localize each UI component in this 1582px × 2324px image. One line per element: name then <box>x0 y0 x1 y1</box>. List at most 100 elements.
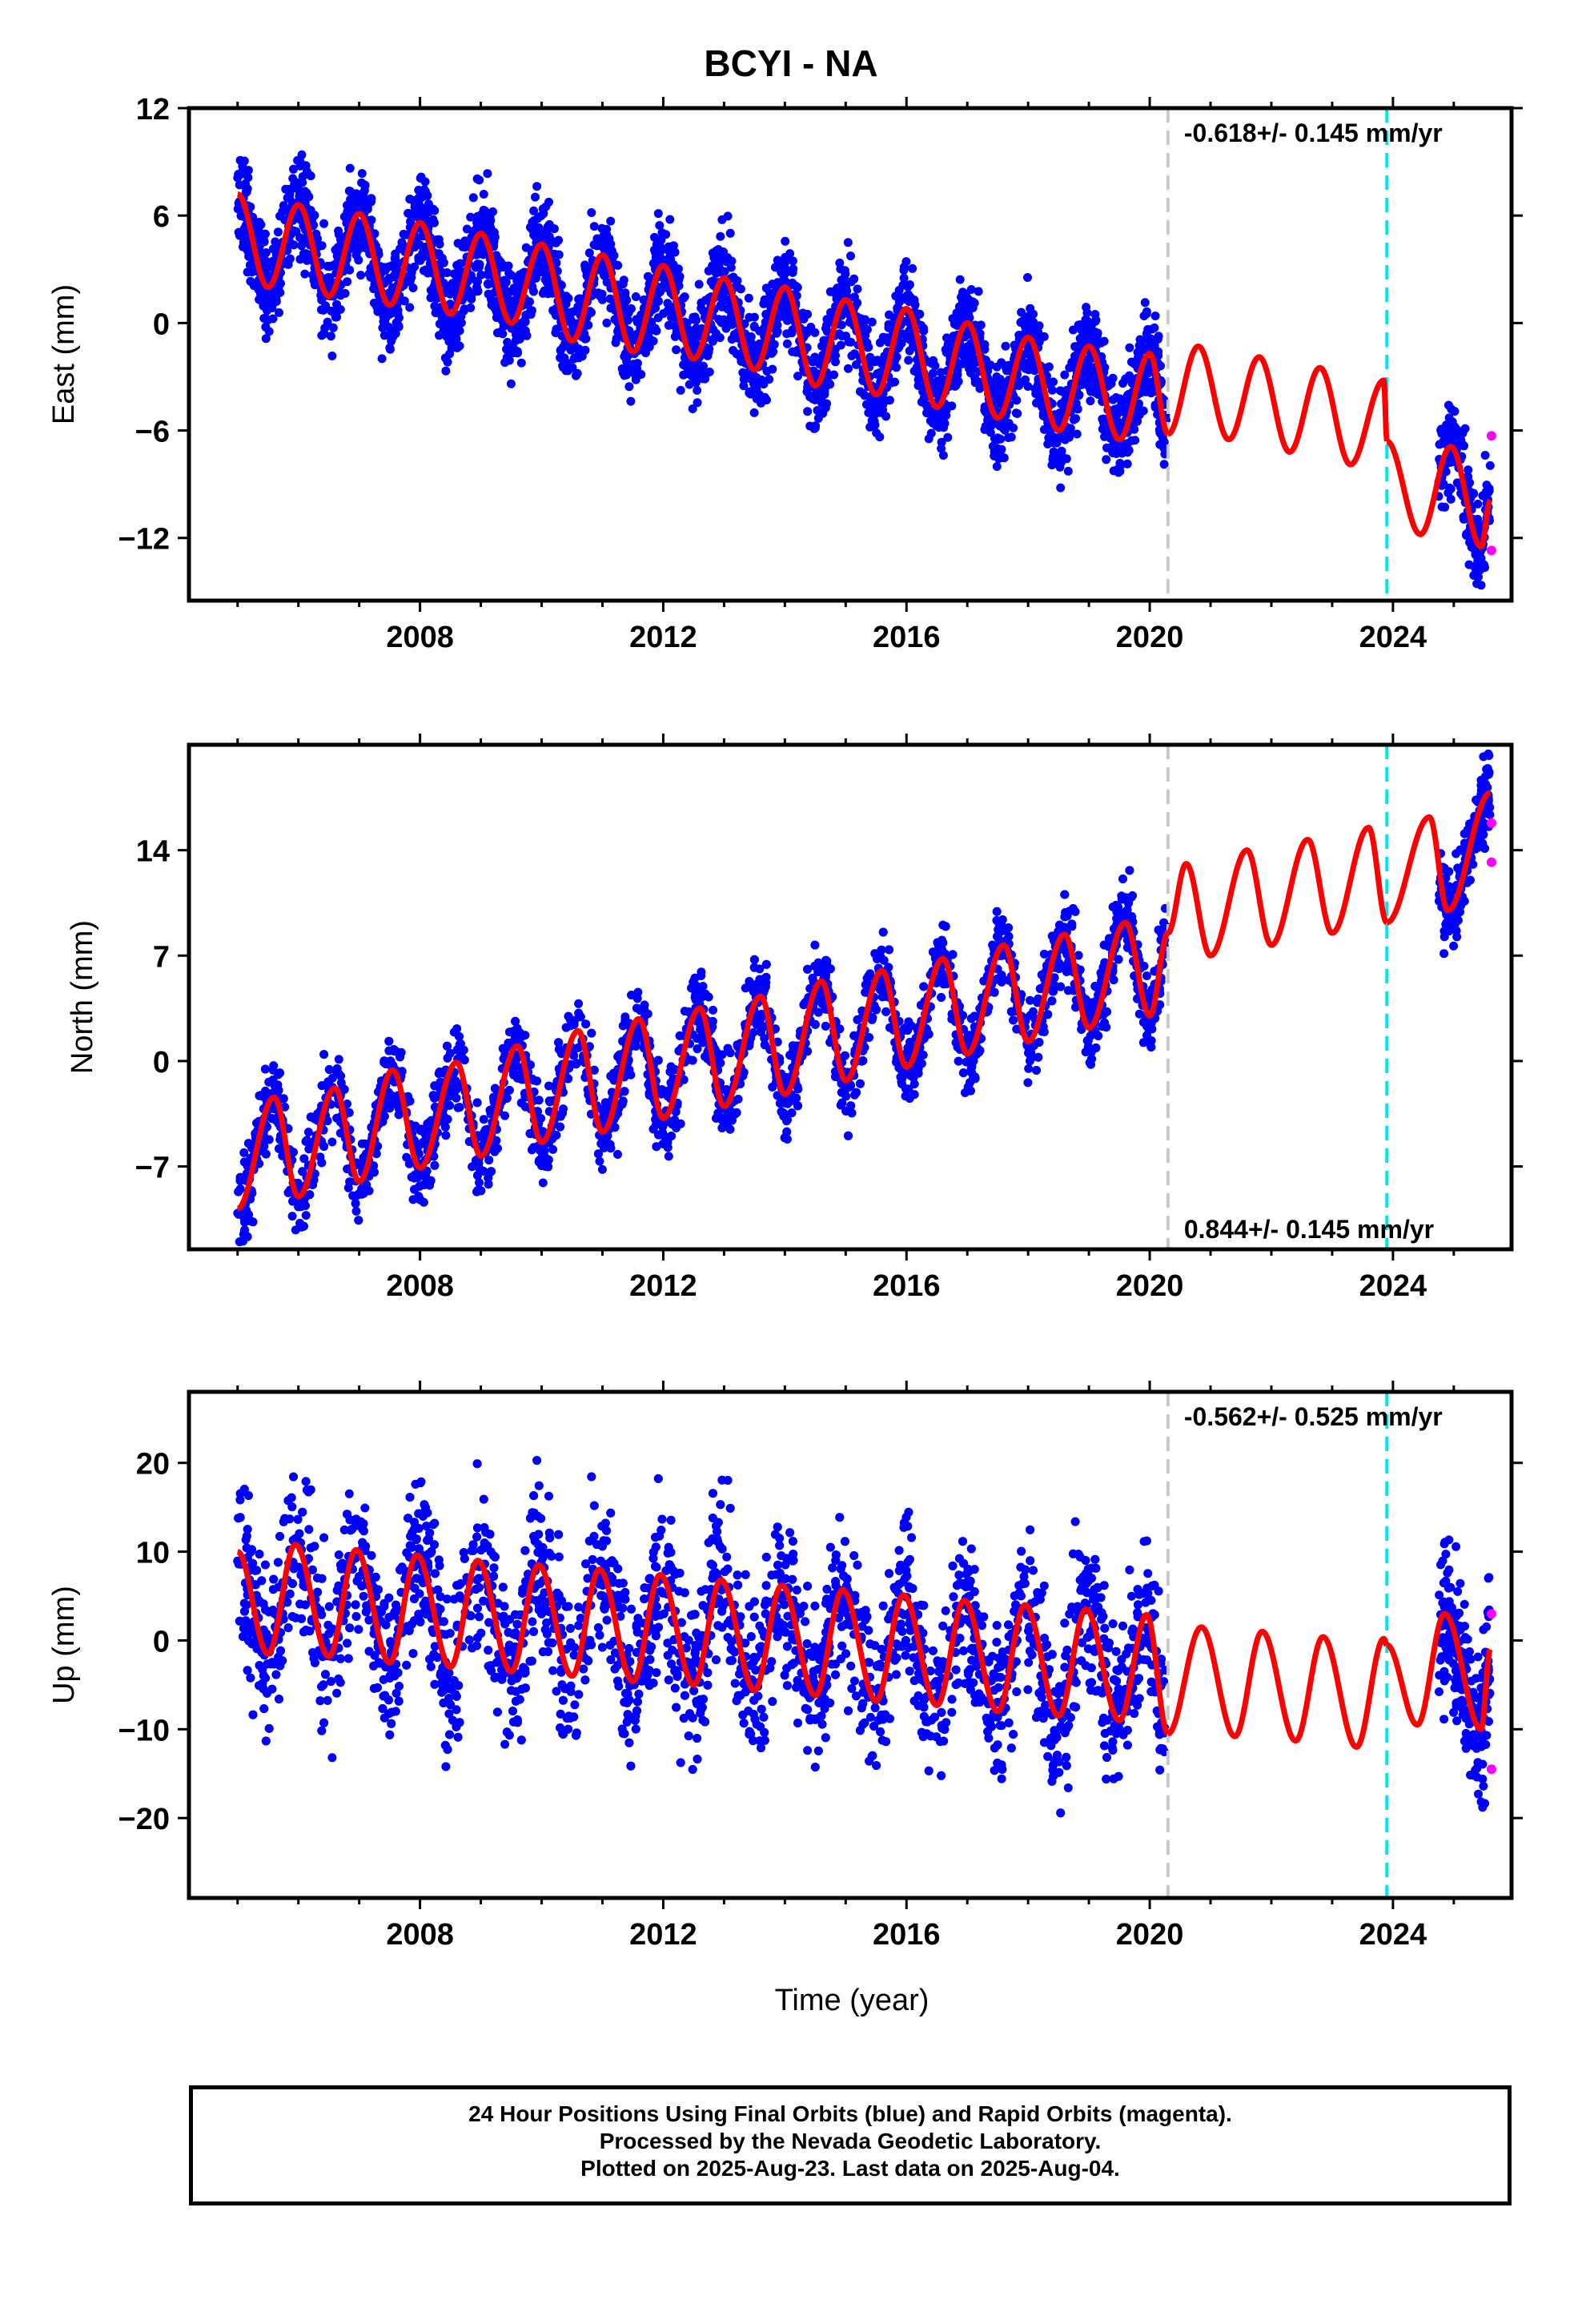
final-point <box>449 269 459 279</box>
final-point <box>867 317 877 327</box>
final-point <box>1472 579 1482 589</box>
final-point <box>1062 454 1071 464</box>
final-point <box>632 317 642 327</box>
final-point <box>787 328 797 338</box>
final-point <box>529 206 539 215</box>
final-point <box>455 341 464 351</box>
x-tick-label: 2024 <box>1359 1269 1427 1303</box>
final-point <box>626 396 636 406</box>
final-point <box>328 323 338 332</box>
final-point <box>446 332 456 341</box>
final-point <box>810 352 820 362</box>
final-point <box>391 253 400 263</box>
final-point <box>624 382 634 392</box>
final-point <box>697 298 706 308</box>
final-point <box>425 205 435 215</box>
final-point <box>364 269 374 279</box>
final-point <box>663 299 673 308</box>
final-point <box>688 404 697 413</box>
final-point <box>1108 373 1118 383</box>
x-tick-label: 2024 <box>1359 621 1427 654</box>
final-point <box>246 276 255 286</box>
final-point <box>653 313 663 323</box>
final-point <box>323 317 332 327</box>
final-point <box>1060 370 1070 380</box>
final-point <box>1023 382 1033 391</box>
final-point <box>1016 318 1026 328</box>
final-point <box>1441 467 1451 476</box>
final-point <box>648 259 658 268</box>
final-point <box>565 308 575 317</box>
final-point <box>1026 349 1035 359</box>
final-point <box>840 266 849 275</box>
final-point <box>416 172 426 182</box>
final-point <box>645 326 655 336</box>
x-tick-label: 2020 <box>1116 1269 1184 1303</box>
final-point <box>581 265 591 275</box>
final-point <box>1050 432 1059 442</box>
final-point <box>1006 432 1016 442</box>
final-point <box>413 233 423 243</box>
final-point <box>846 251 855 261</box>
y-axis-label: East (mm) <box>47 284 81 424</box>
final-point <box>468 193 478 203</box>
final-point <box>552 324 561 334</box>
model-curve-segment <box>235 191 1170 443</box>
final-point <box>408 213 417 223</box>
final-point <box>1056 483 1066 493</box>
final-point <box>1464 465 1473 475</box>
final-point <box>263 288 272 298</box>
final-point <box>345 265 355 275</box>
final-point <box>438 312 448 321</box>
final-point <box>357 169 367 179</box>
final-point <box>1081 377 1090 387</box>
final-point <box>930 361 940 371</box>
final-point <box>1083 317 1093 327</box>
final-point <box>1442 420 1452 430</box>
final-point <box>548 306 558 316</box>
final-point <box>938 451 948 460</box>
final-point <box>749 312 759 322</box>
final-point <box>544 231 554 241</box>
final-point <box>261 334 271 344</box>
final-point <box>1009 423 1018 432</box>
final-point <box>694 326 704 336</box>
final-point <box>676 385 685 395</box>
final-point <box>680 292 689 301</box>
final-point <box>241 188 251 198</box>
rapid-point <box>1486 545 1496 556</box>
final-point <box>403 273 412 283</box>
final-point <box>430 218 439 227</box>
plot-area <box>233 108 1496 601</box>
final-point <box>1048 452 1058 461</box>
final-point <box>788 256 797 266</box>
final-point <box>942 333 951 343</box>
final-point <box>865 352 875 362</box>
final-point <box>744 293 753 303</box>
final-point <box>386 287 396 297</box>
final-point <box>966 285 976 294</box>
final-point <box>966 304 975 313</box>
y-axis-label: North (mm) <box>66 920 99 1074</box>
final-point <box>846 337 856 347</box>
final-point <box>905 346 914 356</box>
final-point <box>815 360 825 369</box>
final-point <box>803 407 813 416</box>
final-point <box>685 380 694 389</box>
final-point <box>775 264 785 274</box>
final-point <box>239 1148 249 1157</box>
final-point <box>460 243 469 252</box>
final-point <box>768 364 777 374</box>
final-point <box>308 271 318 279</box>
final-point <box>264 327 274 336</box>
final-point <box>1440 502 1450 512</box>
final-point <box>1033 325 1042 335</box>
final-point <box>849 274 859 283</box>
final-point <box>739 375 749 384</box>
final-point <box>1023 273 1032 282</box>
final-point <box>685 369 694 379</box>
final-point <box>614 332 624 341</box>
y-tick-label: −7 <box>135 1152 170 1185</box>
final-point <box>1010 340 1019 350</box>
